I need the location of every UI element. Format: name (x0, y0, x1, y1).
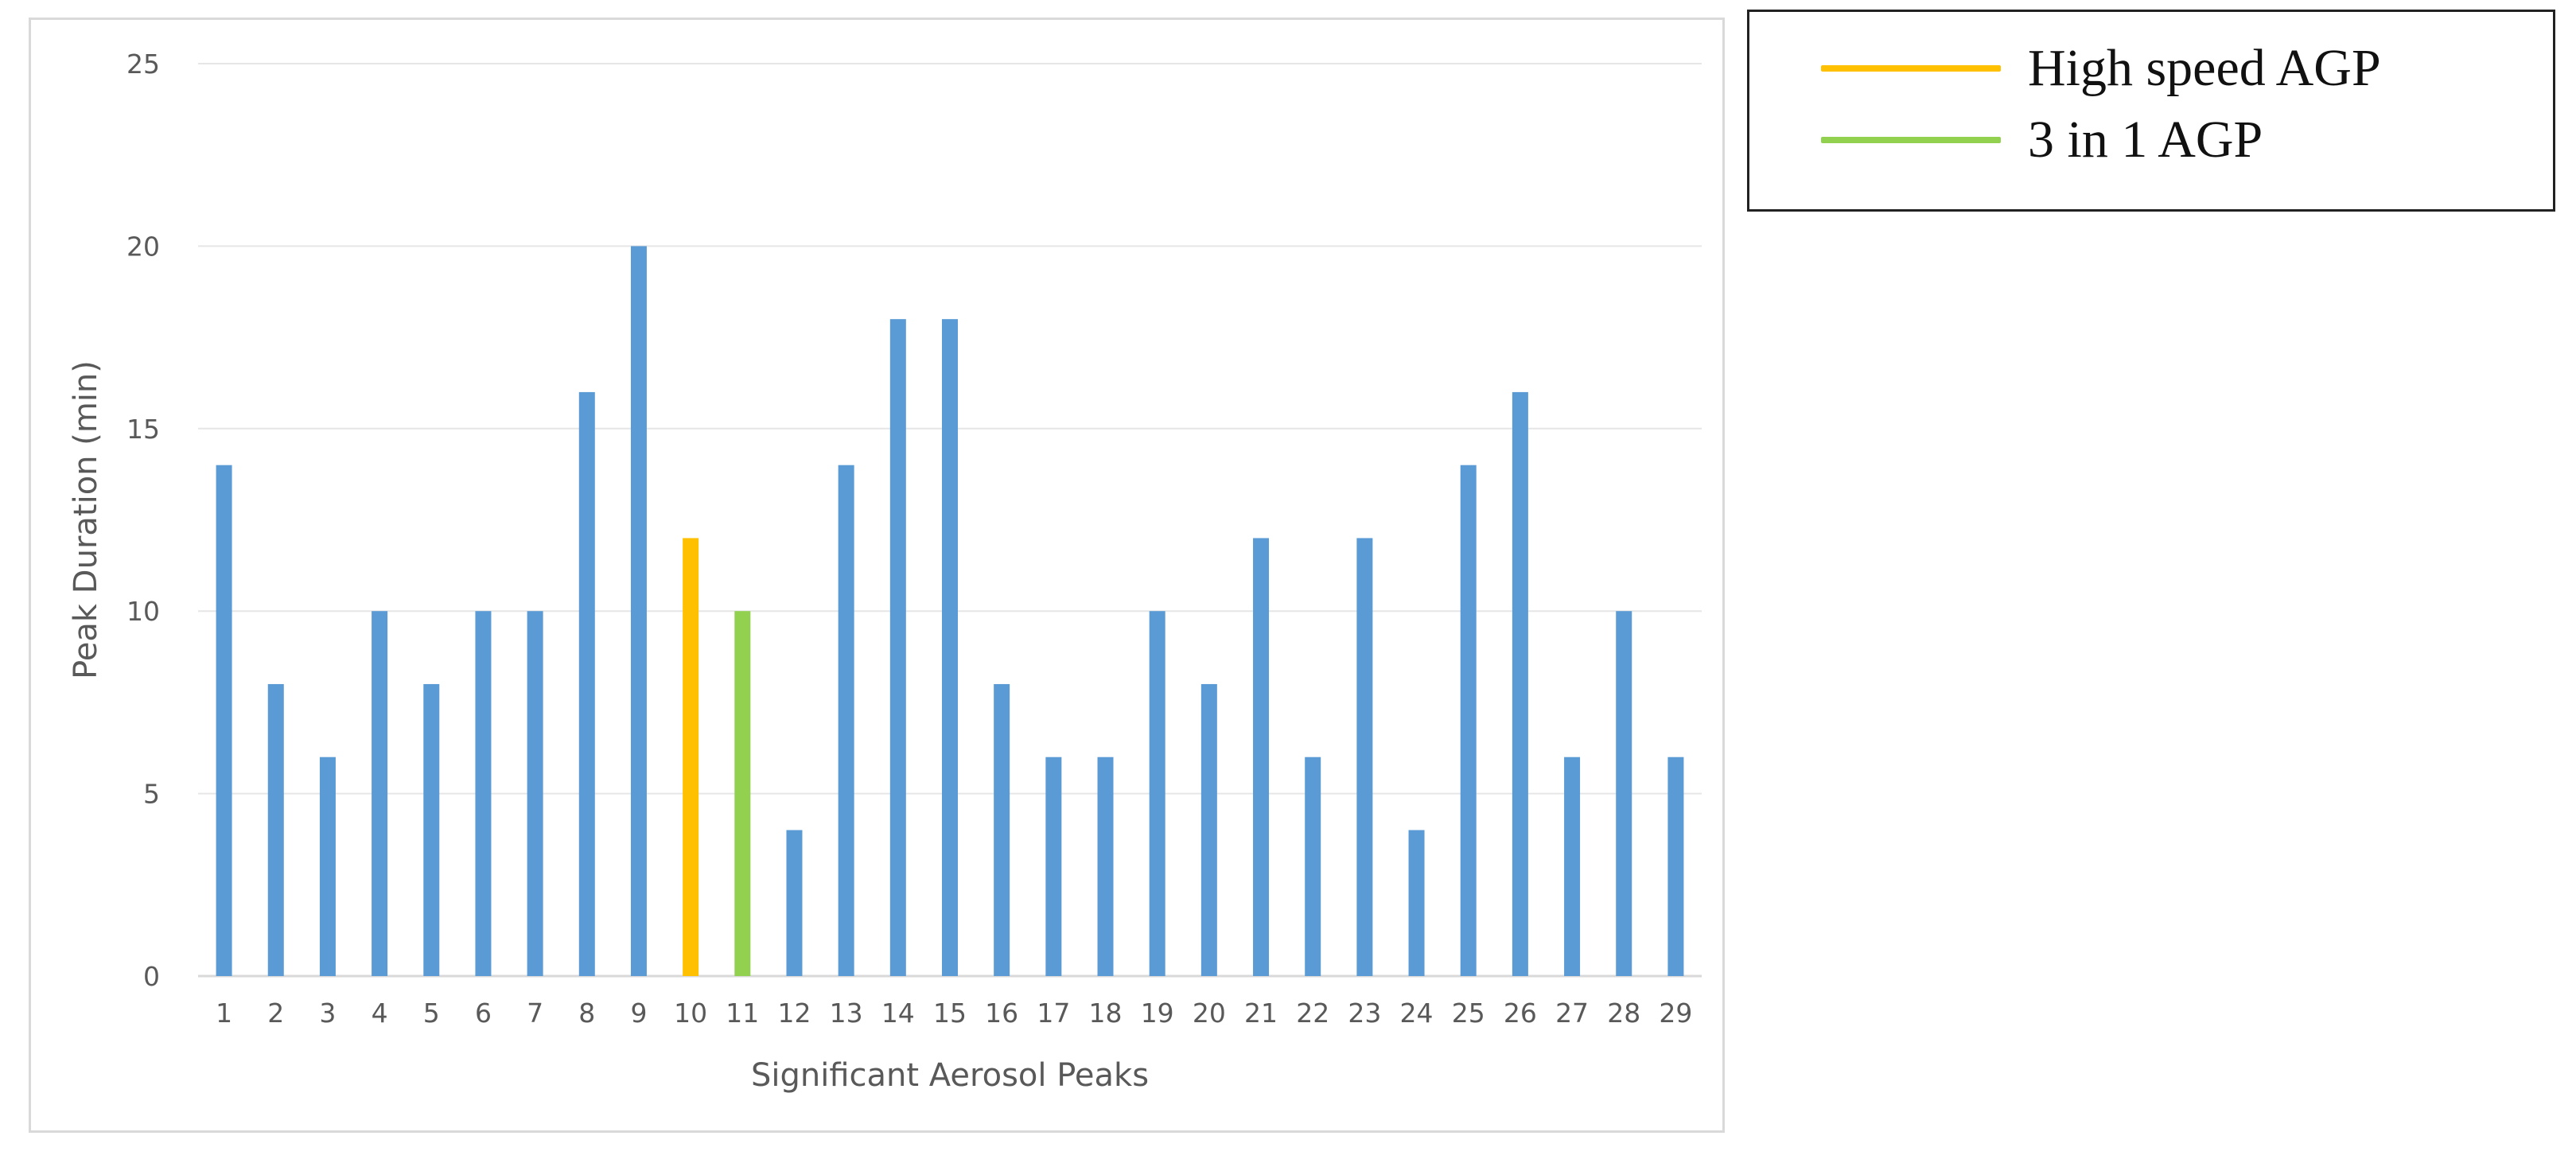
x-tick-label: 8 (578, 998, 595, 1029)
x-tick-label: 29 (1659, 998, 1692, 1029)
x-tick-label: 12 (777, 998, 811, 1029)
bar-1 (216, 465, 232, 976)
x-tick-label: 11 (726, 998, 759, 1029)
y-tick-label: 15 (126, 414, 160, 445)
legend-swatch-3-in-1-agp (1821, 137, 2001, 143)
bar-17 (1045, 757, 1062, 976)
bar-8 (578, 391, 595, 976)
bar-22 (1305, 757, 1321, 976)
y-tick-label: 20 (126, 231, 160, 262)
chart-area: 0 5 10 15 20 25 1 2 3 4 5 6 7 8 9 10 11 12 13 14 15 16 17 18 19… (29, 18, 1725, 1133)
x-tick-label: 20 (1193, 998, 1226, 1029)
bar-11 (734, 611, 751, 976)
x-tick-label: 4 (372, 998, 388, 1029)
x-tick-label: 5 (423, 998, 440, 1029)
legend-label-3-in-1-agp: 3 in 1 AGP (2028, 111, 2263, 169)
bar-29 (1667, 757, 1684, 976)
x-tick-label: 25 (1452, 998, 1485, 1029)
bar-9 (630, 246, 647, 976)
x-tick-label: 2 (267, 998, 284, 1029)
bar-13 (838, 465, 854, 976)
bars (216, 246, 1684, 976)
x-tick-label: 9 (630, 998, 647, 1029)
bar-2 (267, 683, 284, 976)
bar-27 (1564, 757, 1581, 976)
bar-7 (527, 611, 543, 976)
legend-label-high-speed-agp: High speed AGP (2028, 39, 2381, 97)
bar-5 (423, 683, 440, 976)
legend-swatch-high-speed-agp (1821, 65, 2001, 72)
bar-20 (1200, 683, 1217, 976)
x-tick-label: 13 (830, 998, 863, 1029)
x-tick-label: 14 (881, 998, 915, 1029)
x-tick-label: 18 (1089, 998, 1123, 1029)
bar-24 (1408, 830, 1425, 976)
bar-19 (1149, 611, 1165, 976)
bar-3 (319, 757, 336, 976)
legend: High speed AGP 3 in 1 AGP (1747, 10, 2555, 212)
bar-18 (1097, 757, 1114, 976)
x-tick-label: 10 (674, 998, 707, 1029)
bar-4 (372, 611, 388, 976)
y-tick-label: 0 (143, 961, 160, 992)
bar-15 (942, 319, 958, 976)
x-tick-label: 15 (933, 998, 967, 1029)
x-tick-label: 19 (1141, 998, 1174, 1029)
x-tick-label: 17 (1037, 998, 1070, 1029)
bar-26 (1512, 391, 1528, 976)
x-tick-label: 6 (475, 998, 492, 1029)
x-tick-label: 27 (1555, 998, 1589, 1029)
y-tick-labels: 0 5 10 15 20 25 (126, 49, 160, 992)
bar-16 (994, 683, 1010, 976)
bar-6 (475, 611, 492, 976)
bar-28 (1616, 611, 1632, 976)
y-tick-label: 10 (126, 596, 160, 627)
x-tick-label: 16 (985, 998, 1018, 1029)
x-tick-label: 24 (1400, 998, 1434, 1029)
x-tick-label: 23 (1348, 998, 1381, 1029)
x-tick-label: 26 (1504, 998, 1537, 1029)
x-tick-label: 3 (319, 998, 336, 1029)
x-tick-label: 21 (1244, 998, 1278, 1029)
x-tick-label: 22 (1296, 998, 1329, 1029)
y-tick-label: 25 (126, 49, 160, 80)
x-tick-label: 7 (527, 998, 543, 1029)
x-tick-label: 1 (216, 998, 232, 1029)
bar-21 (1253, 538, 1270, 976)
x-tick-label: 28 (1607, 998, 1640, 1029)
bar-23 (1356, 538, 1373, 976)
x-axis-title: Significant Aerosol Peaks (751, 1057, 1149, 1094)
bar-10 (683, 538, 699, 976)
bar-25 (1460, 465, 1477, 976)
bar-12 (786, 830, 803, 976)
y-axis-title: Peak Duration (min) (68, 360, 104, 679)
bar-14 (889, 319, 906, 976)
x-tick-labels: 1 2 3 4 5 6 7 8 9 10 11 12 13 14 15 16 17 18 19 20 21 22 23 24 2… (216, 998, 1692, 1029)
y-tick-label: 5 (143, 779, 160, 810)
